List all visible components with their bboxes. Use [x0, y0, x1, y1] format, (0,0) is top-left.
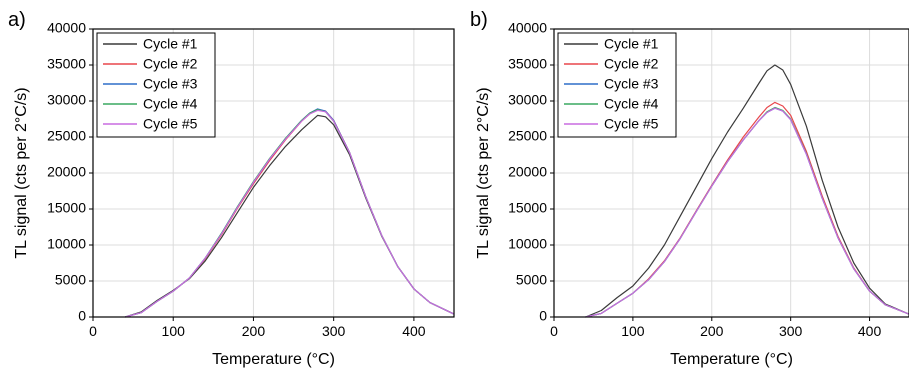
panel-label: b) [470, 9, 488, 31]
y-tick-label: 5000 [516, 272, 547, 288]
legend-label: Cycle #5 [604, 116, 659, 132]
y-tick-label: 25000 [47, 128, 86, 144]
y-tick-label: 30000 [508, 92, 547, 108]
legend-label: Cycle #1 [143, 36, 198, 52]
series-line-cycle-1 [585, 64, 909, 318]
series-line-cycle-4 [585, 106, 909, 318]
y-tick-label: 35000 [508, 56, 547, 72]
x-tick-label: 400 [402, 323, 426, 339]
legend-label: Cycle #5 [143, 116, 198, 132]
y-tick-label: 10000 [508, 236, 547, 252]
legend-box [557, 32, 677, 138]
panel-label: a) [8, 9, 26, 31]
legend-label: Cycle #3 [143, 76, 198, 92]
series-line-cycle-3 [124, 108, 455, 318]
y-tick-label: 15000 [508, 200, 547, 216]
y-axis-title: TL signal (cts per 2°C/s) [13, 87, 30, 258]
x-tick-label: 300 [779, 323, 803, 339]
series-line-cycle-5 [124, 109, 455, 318]
x-axis-title: Temperature (°C) [212, 351, 335, 368]
x-tick-label: 300 [322, 323, 346, 339]
x-tick-label: 200 [700, 323, 724, 339]
legend-label: Cycle #4 [143, 96, 198, 112]
x-tick-label: 0 [89, 323, 97, 339]
y-tick-label: 20000 [508, 164, 547, 180]
x-tick-label: 100 [621, 323, 645, 339]
legend-box [96, 32, 216, 138]
x-tick-label: 0 [550, 323, 558, 339]
y-tick-label: 10000 [47, 236, 86, 252]
chart-panel-1: 0 5000 10000 15000 20000 25000 30000 35000 40000… [8, 9, 455, 368]
y-tick-label: 5000 [55, 272, 86, 288]
legend-label: Cycle #3 [604, 76, 659, 92]
series-line-cycle-1 [124, 114, 455, 318]
y-axis-title: TL signal (cts per 2°C/s) [475, 87, 492, 258]
x-tick-label: 200 [242, 323, 266, 339]
legend-label: Cycle #2 [604, 56, 659, 72]
x-axis-title: Temperature (°C) [670, 351, 793, 368]
y-tick-label: 40000 [508, 20, 547, 36]
legend-label: Cycle #1 [604, 36, 659, 52]
x-tick-label: 400 [858, 323, 882, 339]
series-line-cycle-4 [124, 109, 455, 318]
legend-label: Cycle #2 [143, 56, 198, 72]
y-tick-label: 15000 [47, 200, 86, 216]
series-line-cycle-5 [585, 107, 909, 318]
x-tick-label: 100 [162, 323, 186, 339]
legend: Cycle #1 Cycle #2 Cycle #3 Cycle #4 Cycle #5 [557, 32, 677, 138]
legend: Cycle #1 Cycle #2 Cycle #3 Cycle #4 Cycle #5 [96, 32, 216, 138]
y-tick-label: 0 [78, 308, 86, 324]
y-tick-label: 25000 [508, 128, 547, 144]
chart-panel-2: 0 5000 10000 15000 20000 25000 30000 35000 40000… [470, 9, 909, 368]
y-tick-label: 20000 [47, 164, 86, 180]
y-tick-label: 40000 [47, 20, 86, 36]
legend-label: Cycle #4 [604, 96, 659, 112]
y-tick-label: 35000 [47, 56, 86, 72]
y-tick-label: 30000 [47, 92, 86, 108]
y-tick-label: 0 [539, 308, 547, 324]
series-line-cycle-3 [585, 107, 909, 318]
series-line-cycle-2 [124, 109, 455, 318]
